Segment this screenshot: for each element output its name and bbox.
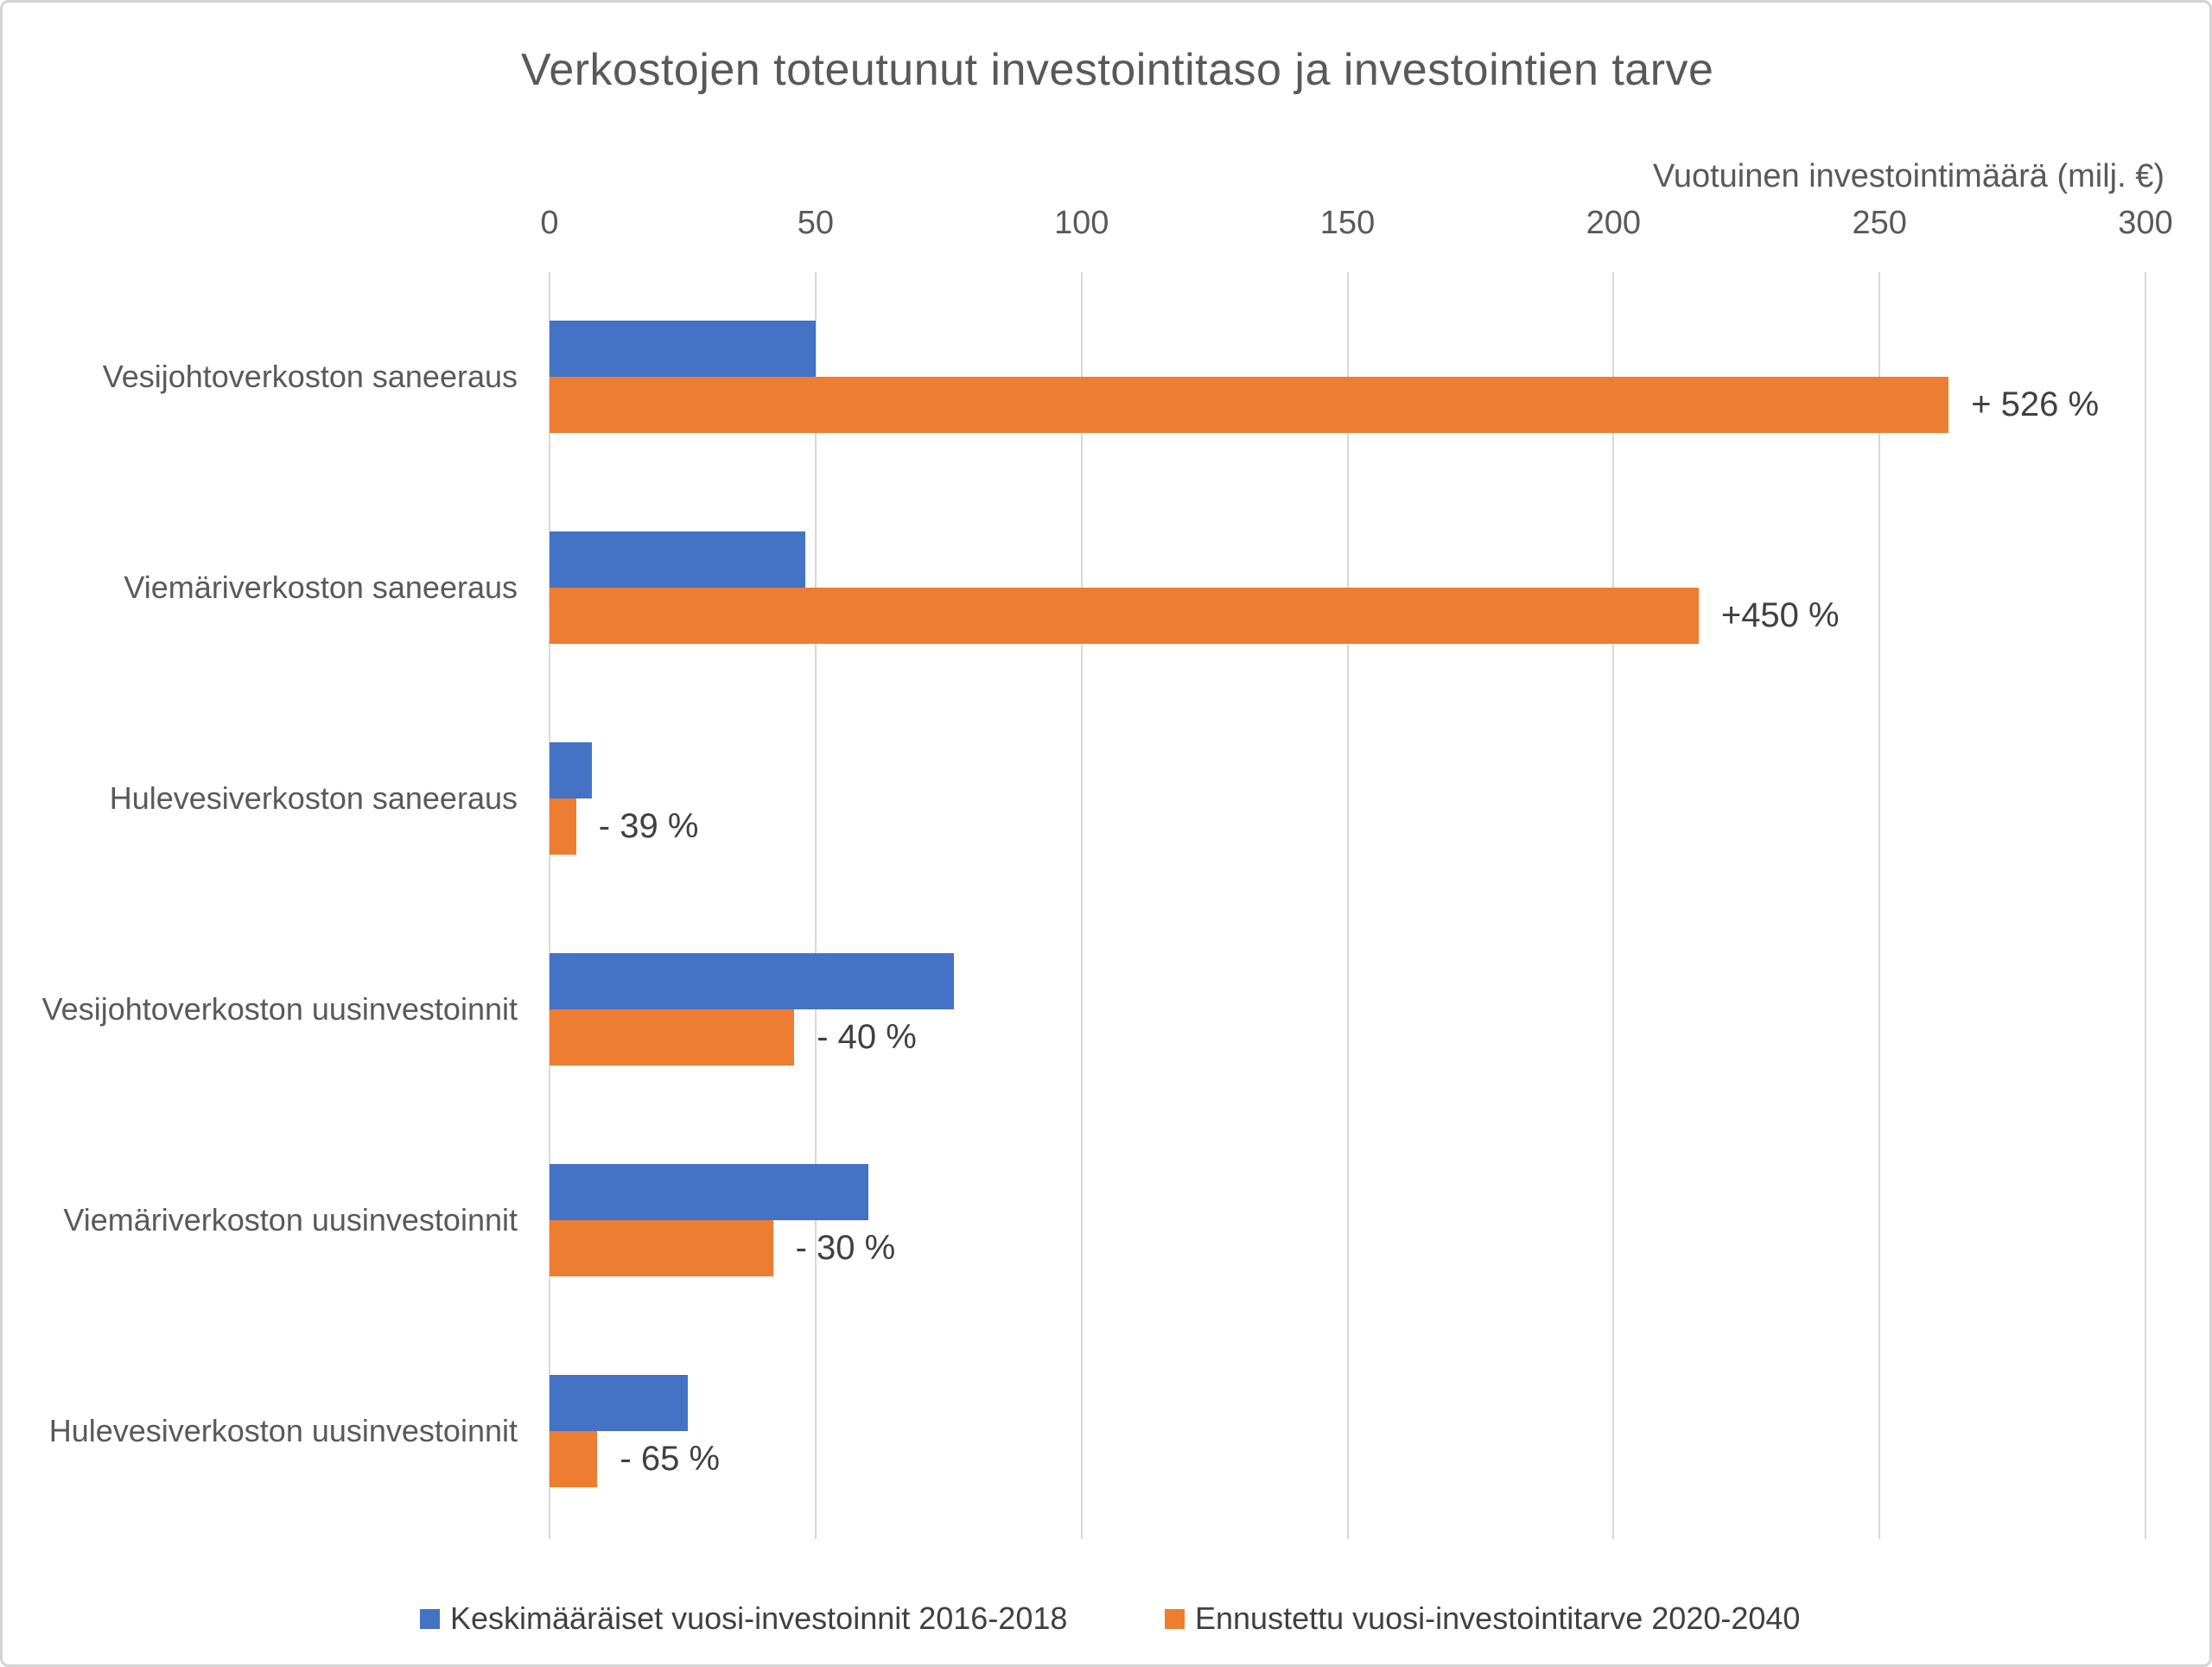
x-tick-label-250: 250 — [1852, 205, 1907, 241]
bar-value-label: - 30 % — [795, 1229, 896, 1267]
x-tick-label-50: 50 — [797, 205, 834, 241]
bar-value-label: +450 % — [1720, 596, 1840, 634]
gridline-100 — [1080, 272, 1083, 1539]
x-tick-label-200: 200 — [1586, 205, 1642, 241]
gridline-200 — [1612, 272, 1615, 1539]
bar-actual-investment — [550, 1164, 868, 1220]
chart-title: Verkostojen toteutunut investointitaso j… — [521, 45, 1714, 95]
bar-actual-investment — [550, 1375, 688, 1431]
category-label: Vesijohtoverkoston saneeraus — [102, 359, 518, 394]
bar-value-label: - 40 % — [817, 1018, 917, 1056]
x-tick-label-300: 300 — [2118, 205, 2173, 241]
bar-value-label: - 65 % — [620, 1440, 721, 1478]
legend-item-series1: Keskimääräiset vuosi-investoinnit 2016-2… — [420, 1597, 1067, 1640]
bar-value-label: + 526 % — [1971, 385, 2100, 423]
category-label: Viemäriverkoston saneeraus — [124, 569, 518, 605]
bar-forecast-need — [550, 1009, 794, 1066]
legend-label-series2: Ennustettu vuosi-investointitarve 2020-2… — [1195, 1600, 1801, 1636]
category-label: Vesijohtoverkoston uusinvestoinnit — [41, 991, 518, 1027]
bar-actual-investment — [550, 742, 592, 799]
bar-actual-investment — [550, 953, 954, 1009]
gridline-250 — [1878, 272, 1881, 1539]
legend: Keskimääräiset vuosi-investoinnit 2016-2… — [3, 1597, 2209, 1640]
bar-forecast-need — [550, 1220, 773, 1276]
gridline-150 — [1346, 272, 1349, 1539]
x-tick-label-100: 100 — [1053, 205, 1109, 241]
category-label: Hulevesiverkoston uusinvestoinnit — [48, 1413, 518, 1448]
x-axis-title: Vuotuinen investointimäärä (milj. €) — [1652, 158, 2164, 194]
legend-swatch-orange — [1165, 1608, 1185, 1629]
legend-item-series2: Ennustettu vuosi-investointitarve 2020-2… — [1165, 1597, 1800, 1640]
x-tick-label-0: 0 — [540, 205, 559, 241]
bar-value-label: - 39 % — [598, 807, 699, 845]
bar-forecast-need — [550, 588, 1699, 644]
gridline-0 — [549, 272, 550, 1539]
bar-forecast-need — [550, 377, 1948, 433]
bar-actual-investment — [550, 321, 816, 377]
legend-label-series1: Keskimääräiset vuosi-investoinnit 2016-2… — [450, 1600, 1068, 1636]
gridline-300 — [2145, 272, 2146, 1539]
category-label: Hulevesiverkoston saneeraus — [109, 780, 518, 816]
x-tick-label-150: 150 — [1319, 205, 1376, 241]
bar-forecast-need — [550, 1431, 597, 1487]
legend-swatch-blue — [420, 1608, 440, 1629]
gridline-50 — [814, 272, 817, 1539]
bar-actual-investment — [550, 531, 805, 588]
category-label: Viemäriverkoston uusinvestoinnit — [63, 1202, 518, 1238]
bar-forecast-need — [550, 799, 576, 855]
